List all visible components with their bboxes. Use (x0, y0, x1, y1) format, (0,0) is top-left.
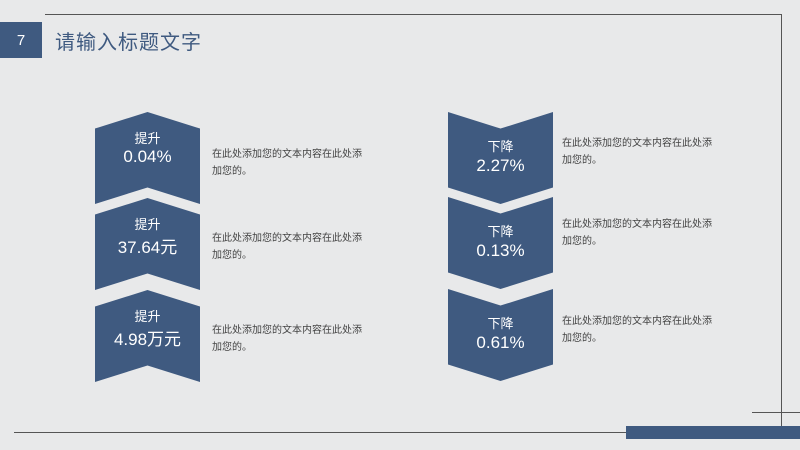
page-title: 请输入标题文字 (55, 30, 202, 54)
decrease-chevron-1: 下降 2.27% (448, 112, 553, 204)
increase-value: 4.98万元 (113, 330, 182, 349)
bottom-right-divider (752, 412, 800, 413)
increase-label: 提升 (134, 218, 161, 233)
decrease-label: 下降 (487, 140, 514, 155)
decrease-value: 2.27% (476, 156, 525, 175)
item-description: 在此处添加您的文本内容在此处添加您的。 (562, 219, 712, 247)
decrease-value: 0.13% (476, 241, 525, 260)
decrease-label: 下降 (487, 225, 514, 240)
decrease-value: 0.61% (476, 333, 525, 352)
item-description: 在此处添加您的文本内容在此处添加您的。 (212, 149, 362, 177)
right-divider (781, 14, 782, 426)
decrease-label: 下降 (487, 317, 514, 332)
increase-chevron-1: 提升 0.04% (95, 112, 200, 204)
slide-number: 7 (0, 22, 42, 58)
top-divider (45, 14, 782, 15)
increase-value: 37.64元 (117, 238, 178, 257)
increase-chevron-3: 提升 4.98万元 (95, 290, 200, 382)
item-description: 在此处添加您的文本内容在此处添加您的。 (562, 138, 712, 166)
increase-value: 0.04% (123, 147, 172, 166)
bottom-divider (14, 432, 800, 433)
bottom-accent-bar (626, 426, 800, 439)
increase-label: 提升 (134, 132, 161, 147)
decrease-chevron-2: 下降 0.13% (448, 197, 553, 289)
decrease-chevron-3: 下降 0.61% (448, 289, 553, 381)
increase-chevron-2: 提升 37.64元 (95, 198, 200, 290)
item-description: 在此处添加您的文本内容在此处添加您的。 (212, 325, 362, 353)
item-description: 在此处添加您的文本内容在此处添加您的。 (562, 316, 712, 344)
item-description: 在此处添加您的文本内容在此处添加您的。 (212, 233, 362, 261)
increase-label: 提升 (134, 310, 161, 325)
